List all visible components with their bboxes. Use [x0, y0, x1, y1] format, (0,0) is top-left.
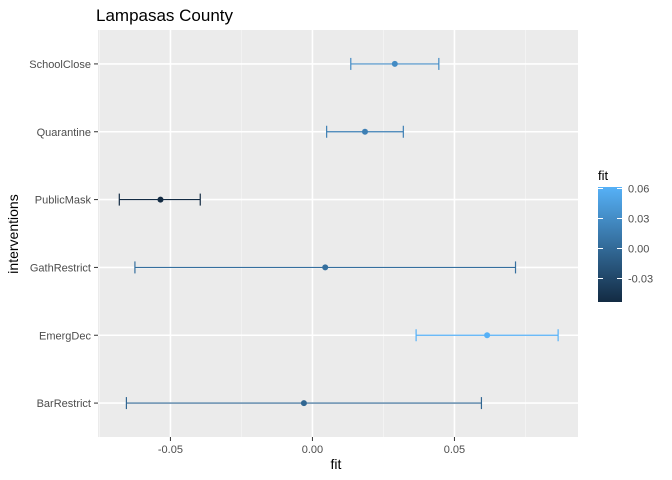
legend-ticks: 0.06 0.03 0.00 -0.03 — [598, 184, 653, 286]
x-tick-label: -0.05 — [158, 444, 183, 456]
errorbar-emergdec — [415, 329, 559, 342]
x-axis-title: fit — [331, 456, 342, 472]
x-axis: -0.05 0.00 0.05 — [158, 437, 465, 456]
data-point-quarantine — [361, 128, 368, 135]
y-tick-label: Quarantine — [37, 127, 91, 139]
y-tick-label: BarRestrict — [37, 398, 91, 410]
data-point-gathrestrict — [322, 264, 329, 271]
plot-panel — [98, 30, 578, 437]
legend-colorbar — [598, 187, 622, 302]
legend-label: 0.06 — [628, 184, 649, 196]
data-point-barrestrict — [300, 400, 307, 407]
y-axis-title: interventions — [5, 194, 21, 273]
minor-gridlines — [99, 30, 526, 437]
legend-label: 0.00 — [628, 244, 649, 256]
data-point-schoolclose — [391, 60, 398, 67]
y-axis: SchoolClose Quarantine PublicMask GathRestr… — [29, 59, 98, 410]
data-marks — [118, 57, 559, 410]
y-tick-label: EmergDec — [39, 330, 91, 342]
legend-label: -0.03 — [628, 274, 653, 286]
legend-label: 0.03 — [628, 214, 649, 226]
legend-title: fit — [598, 168, 609, 183]
errorbar-publicmask — [118, 193, 201, 206]
x-tick-label: 0.00 — [302, 444, 323, 456]
data-point-emergdec — [484, 332, 491, 339]
errorbar-barrestrict — [125, 397, 483, 410]
y-tick-label: PublicMask — [35, 195, 92, 207]
y-tick-label: SchoolClose — [29, 59, 91, 71]
color-legend: fit 0.06 0.03 0.00 -0.03 — [598, 168, 653, 302]
errorbar-schoolclose — [350, 57, 440, 70]
x-tick-label: 0.05 — [444, 444, 465, 456]
chart-title: Lampasas County — [96, 6, 234, 25]
errorbar-quarantine — [326, 125, 404, 138]
data-point-publicmask — [157, 196, 164, 203]
errorbar-gathrestrict — [134, 261, 517, 274]
y-tick-label: GathRestrict — [30, 262, 91, 274]
